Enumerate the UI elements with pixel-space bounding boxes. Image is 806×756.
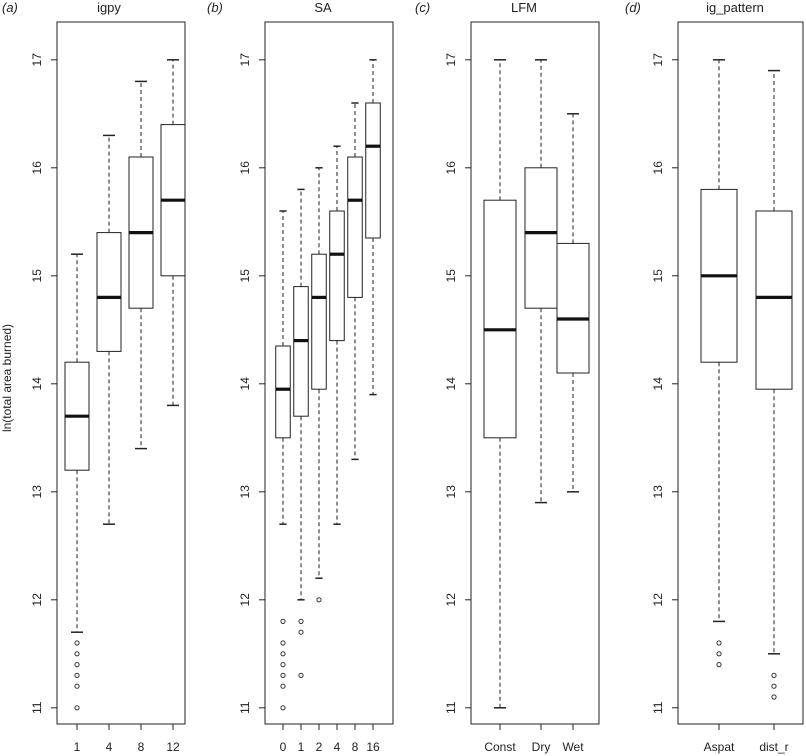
y-tick-label: 16 (238, 161, 252, 175)
y-tick-label: 12 (238, 593, 252, 607)
y-tick-label: 17 (30, 53, 44, 67)
y-tick-label: 14 (444, 377, 458, 391)
panel-d-plot: 11 12 13 14 15 16 17 Aspat dist_r (651, 53, 793, 754)
panel-b-label: (b) (207, 0, 223, 15)
y-tick-label: 12 (444, 593, 458, 607)
x-tick-label: Wet (562, 740, 584, 754)
outlier-point (298, 629, 304, 635)
box-iqr (556, 242, 590, 374)
y-tick-label: 13 (30, 485, 44, 499)
x-tick-label: 12 (166, 740, 180, 754)
y-tick-label: 15 (651, 269, 665, 283)
y-tick-label: 16 (444, 161, 458, 175)
panel-d: (d) ig_pattern 11 12 13 14 15 16 17 Aspat dist_r (625, 0, 804, 754)
x-tick-label: 8 (352, 740, 359, 754)
y-tick-label: 13 (444, 485, 458, 499)
y-tick-label: 14 (651, 377, 665, 391)
x-tick-label: 8 (138, 740, 145, 754)
y-tick-label: 17 (238, 53, 252, 67)
panel-c-label: (c) (415, 0, 430, 15)
outlier-point (74, 640, 80, 646)
box-iqr (365, 102, 381, 239)
outlier-point (316, 597, 322, 603)
outlier-point (74, 705, 80, 711)
y-tick-label: 11 (651, 701, 665, 714)
y-tick-label: 11 (30, 701, 44, 714)
y-tick-label: 17 (651, 53, 665, 67)
y-tick-label: 17 (444, 53, 458, 67)
panel-d-label: (d) (625, 0, 641, 15)
y-tick-label: 14 (30, 377, 44, 391)
panel-d-title: ig_pattern (706, 0, 764, 15)
x-tick-label: dist_r (759, 740, 788, 754)
box-iqr (347, 156, 363, 298)
outlier-point (280, 672, 286, 679)
box-iqr (275, 345, 291, 439)
y-tick-label: 15 (30, 269, 44, 283)
outlier-point (716, 640, 722, 646)
panel-b-title: SA (314, 0, 332, 15)
panel-c-plot: 11 12 13 14 15 16 17 Const Dry Wet (444, 53, 590, 754)
panel-a-title: igpy (97, 0, 121, 15)
outlier-point (771, 672, 777, 679)
x-tick-label: 4 (334, 740, 341, 754)
outlier-point (771, 694, 777, 700)
y-axis-label: ln(total area burned) (0, 324, 14, 432)
panel-d-frame (677, 21, 804, 725)
outlier-point (74, 672, 80, 679)
panel-c-title: LFM (511, 0, 537, 15)
box-iqr (524, 167, 558, 309)
panel-a-frame (56, 21, 186, 725)
box-iqr (293, 286, 309, 417)
box-iqr (96, 232, 122, 352)
x-tick-label: 1 (298, 740, 305, 754)
x-tick-label: 4 (106, 740, 113, 754)
box-iqr (329, 210, 345, 342)
outlier-point (280, 618, 286, 625)
outlier-point (280, 651, 286, 657)
outlier-point (74, 662, 80, 668)
box-iqr (483, 199, 517, 439)
outlier-point (716, 662, 722, 668)
x-tick-label: 2 (316, 740, 323, 754)
x-tick-label: Dry (532, 740, 551, 754)
y-tick-label: 15 (444, 269, 458, 283)
y-tick-label: 15 (238, 269, 252, 283)
panel-c-frame (470, 21, 600, 725)
outlier-point (280, 640, 286, 646)
y-tick-label: 13 (238, 485, 252, 499)
box-iqr (311, 253, 327, 390)
panel-c: (c) LFM 11 12 13 14 15 16 17 Const Dry Wet (415, 0, 600, 754)
y-tick-label: 11 (444, 701, 458, 714)
outlier-point (771, 683, 777, 689)
outlier-point (74, 651, 80, 657)
outlier-point (74, 683, 80, 689)
y-tick-label: 12 (651, 593, 665, 607)
outlier-point (280, 705, 286, 711)
y-tick-label: 14 (238, 377, 252, 391)
outlier-point (298, 618, 304, 625)
box-iqr (755, 210, 793, 390)
y-tick-label: 12 (30, 593, 44, 607)
y-tick-label: 16 (651, 161, 665, 175)
panel-b-frame (264, 21, 394, 725)
x-tick-label: Const (484, 740, 516, 754)
outlier-point (298, 672, 304, 679)
outlier-point (280, 662, 286, 668)
outlier-point (716, 651, 722, 657)
y-tick-label: 16 (30, 161, 44, 175)
x-tick-label: 16 (366, 740, 380, 754)
x-tick-label: Aspat (704, 740, 735, 754)
x-tick-label: 0 (280, 740, 287, 754)
panel-a-label: (a) (2, 0, 18, 15)
y-tick-label: 11 (238, 701, 252, 714)
y-tick-label: 13 (651, 485, 665, 499)
outlier-point (280, 683, 286, 689)
x-tick-label: 1 (74, 740, 81, 754)
